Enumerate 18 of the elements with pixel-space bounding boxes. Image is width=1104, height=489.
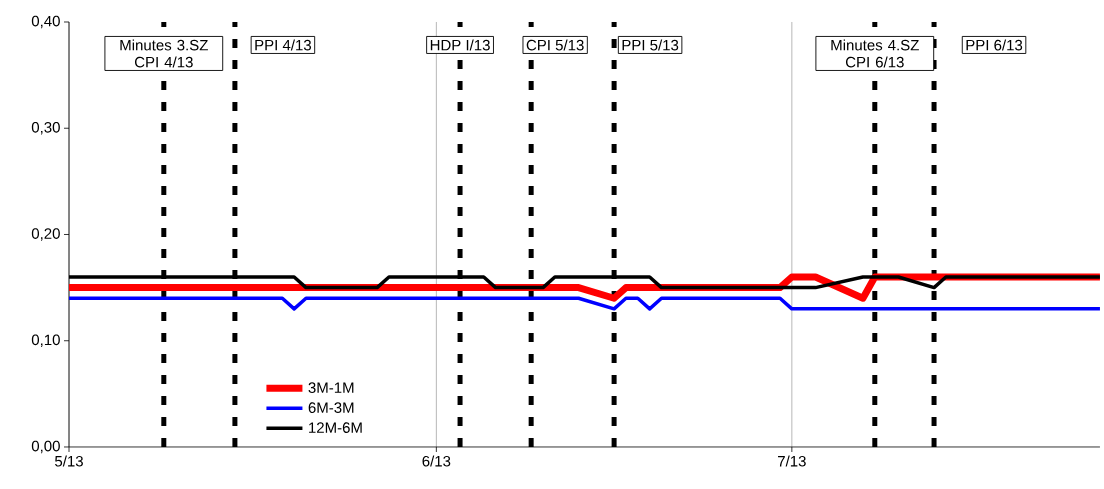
legend-label: 6M-3M xyxy=(308,402,354,413)
ref-line-label: PPI 5/13 xyxy=(622,39,679,51)
y-tick-label: 0,00 xyxy=(31,440,60,454)
ref-line-label: CPI 5/13 xyxy=(526,39,584,51)
y-tick-label: 0,30 xyxy=(31,122,60,135)
ref-line-label: Minutes 3.SZ CPI 4/13 xyxy=(120,39,208,68)
y-tick-label: 0,40 xyxy=(31,15,60,29)
ref-line-label: Minutes 4.SZ CPI 6/13 xyxy=(831,39,919,68)
ref-line-label: PPI 6/13 xyxy=(966,39,1023,51)
ref-line-label: PPI 4/13 xyxy=(255,39,312,51)
legend-label: 12M-6M xyxy=(309,422,362,433)
y-tick-label: 0,10 xyxy=(31,334,60,347)
x-tick-label: 5/13 xyxy=(55,455,83,467)
y-tick-label: 0,20 xyxy=(31,228,60,241)
ref-line-label: HDP I/13 xyxy=(430,39,490,51)
x-tick-label: 7/13 xyxy=(778,455,806,467)
x-tick-label: 6/13 xyxy=(422,455,451,467)
legend-label: 3M-1M xyxy=(308,382,354,393)
